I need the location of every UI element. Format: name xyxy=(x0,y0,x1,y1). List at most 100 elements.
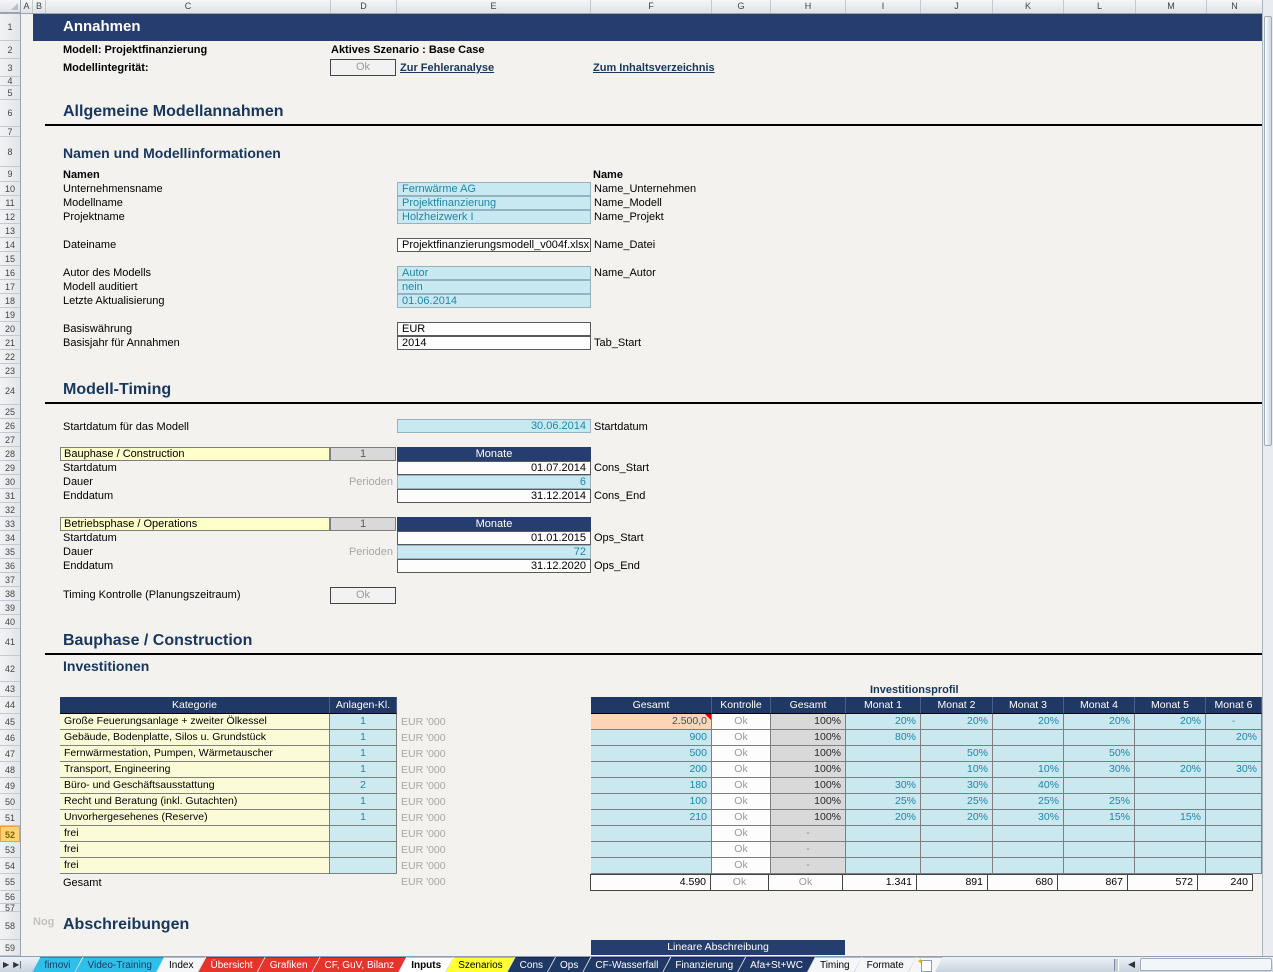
column-header-N[interactable]: N xyxy=(1207,0,1263,13)
row-header-5[interactable]: 5 xyxy=(0,86,20,100)
sheet-tab-cf-guv-bilanz[interactable]: CF, GuV, Bilanz xyxy=(313,957,407,972)
kategorie-cell[interactable]: Gebäude, Bodenplatte, Silos u. Grundstüc… xyxy=(60,730,330,746)
sheet-tab-index[interactable]: Index xyxy=(157,957,205,972)
row-header-55[interactable]: 55 xyxy=(0,874,20,891)
monat-cell[interactable] xyxy=(1206,746,1262,762)
row-header-39[interactable]: 39 xyxy=(0,601,20,615)
kategorie-cell[interactable]: Büro- und Geschäftsausstattung xyxy=(60,778,330,794)
monat-cell[interactable] xyxy=(1135,730,1206,746)
column-header-B[interactable]: B xyxy=(33,0,46,13)
monat-cell[interactable] xyxy=(846,762,921,778)
monat-cell[interactable] xyxy=(1206,826,1262,842)
column-header-A[interactable]: A xyxy=(21,0,33,13)
sheet-tab-formate[interactable]: Formate xyxy=(855,957,916,972)
row-header-32[interactable]: 32 xyxy=(0,503,20,517)
sheet-tab-grafiken[interactable]: Grafiken xyxy=(258,957,320,972)
anlagen-klasse-cell[interactable]: 1 xyxy=(330,730,397,746)
row-header-43[interactable]: 43 xyxy=(0,682,20,697)
sheet-tab-ops[interactable]: Ops xyxy=(548,957,590,972)
monat-cell[interactable] xyxy=(1064,826,1135,842)
column-header-G[interactable]: G xyxy=(712,0,771,13)
row-header-12[interactable]: 12 xyxy=(0,210,20,224)
field-value-input[interactable]: nein xyxy=(397,280,591,294)
monat-cell[interactable] xyxy=(1135,794,1206,810)
sheet-tab-übersicht[interactable]: Übersicht xyxy=(198,957,264,972)
monat-cell[interactable]: 50% xyxy=(1064,746,1135,762)
monat-cell[interactable]: 50% xyxy=(921,746,993,762)
anlagen-klasse-cell[interactable] xyxy=(330,858,397,874)
sheet-tab-timing[interactable]: Timing xyxy=(808,957,862,972)
row-header-27[interactable]: 27 xyxy=(0,433,20,447)
monat-cell[interactable] xyxy=(1064,842,1135,858)
column-header-E[interactable]: E xyxy=(397,0,591,13)
column-header-H[interactable]: H xyxy=(771,0,846,13)
monat-cell[interactable]: 25% xyxy=(993,794,1064,810)
monat-cell[interactable] xyxy=(1135,778,1206,794)
row-header-35[interactable]: 35 xyxy=(0,545,20,559)
monat-cell[interactable] xyxy=(846,858,921,874)
sheet-tab-fimovi[interactable]: fimovi xyxy=(32,957,82,972)
row-header-41[interactable]: 41 xyxy=(0,629,20,656)
anlagen-klasse-cell[interactable]: 1 xyxy=(330,762,397,778)
timing-value-input[interactable]: 31.12.2020 xyxy=(397,559,591,573)
monat-cell[interactable]: 20% xyxy=(921,810,993,826)
vertical-scrollbar[interactable] xyxy=(1262,0,1273,956)
monat-cell[interactable]: 30% xyxy=(846,778,921,794)
row-header-37[interactable]: 37 xyxy=(0,573,20,587)
row-header-42[interactable]: 42 xyxy=(0,656,20,682)
anlagen-klasse-cell[interactable] xyxy=(330,842,397,858)
column-header-F[interactable]: F xyxy=(591,0,712,13)
row-header-48[interactable]: 48 xyxy=(0,762,20,778)
monat-cell[interactable] xyxy=(846,826,921,842)
row-header-50[interactable]: 50 xyxy=(0,794,20,810)
monat-cell[interactable] xyxy=(846,746,921,762)
gesamt-cell[interactable]: 500 xyxy=(591,746,712,762)
field-value-input[interactable]: Projektfinanzierung xyxy=(397,196,591,210)
row-number-gutter[interactable]: 1234567891011121314151617181920212223242… xyxy=(0,14,21,956)
monat-cell[interactable] xyxy=(921,858,993,874)
row-header-20[interactable]: 20 xyxy=(0,322,20,336)
monat-cell[interactable] xyxy=(993,730,1064,746)
monat-cell[interactable]: 20% xyxy=(846,810,921,826)
sheet-nav-right-icon[interactable]: ▶ xyxy=(3,958,9,972)
row-header-16[interactable]: 16 xyxy=(0,266,20,280)
error-analysis-link[interactable]: Zur Fehleranalyse xyxy=(400,62,494,74)
row-header-40[interactable]: 40 xyxy=(0,615,20,629)
gesamt-cell[interactable]: 900 xyxy=(591,730,712,746)
gesamt-cell[interactable] xyxy=(591,826,712,842)
row-header-17[interactable]: 17 xyxy=(0,280,20,294)
gesamt-cell[interactable]: 100 xyxy=(591,794,712,810)
row-header-34[interactable]: 34 xyxy=(0,531,20,545)
monat-cell[interactable]: 15% xyxy=(1064,810,1135,826)
sheet-tab-finanzierung[interactable]: Finanzierung xyxy=(663,957,745,972)
monat-cell[interactable]: 40% xyxy=(993,778,1064,794)
column-header-D[interactable]: D xyxy=(331,0,397,13)
field-value-input[interactable]: 2014 xyxy=(397,336,591,350)
row-header-45[interactable]: 45 xyxy=(0,714,20,730)
row-header-28[interactable]: 28 xyxy=(0,447,20,461)
timing-value-input[interactable]: 6 xyxy=(397,475,591,489)
monat-cell[interactable] xyxy=(1206,778,1262,794)
row-header-6[interactable]: 6 xyxy=(0,100,20,127)
monat-cell[interactable] xyxy=(921,842,993,858)
monat-cell[interactable] xyxy=(993,826,1064,842)
kategorie-cell[interactable]: frei xyxy=(60,842,330,858)
monat-cell[interactable] xyxy=(921,730,993,746)
timing-value-input[interactable]: 72 xyxy=(397,545,591,559)
field-value-input[interactable]: 01.06.2014 xyxy=(397,294,591,308)
monat-cell[interactable]: 25% xyxy=(1064,794,1135,810)
monat-cell[interactable] xyxy=(1135,826,1206,842)
column-header-I[interactable]: I xyxy=(846,0,921,13)
anlagen-klasse-cell[interactable]: 1 xyxy=(330,794,397,810)
monat-cell[interactable]: 30% xyxy=(1206,762,1262,778)
row-header-9[interactable]: 9 xyxy=(0,167,20,182)
monat-cell[interactable]: 20% xyxy=(1135,762,1206,778)
monat-cell[interactable]: 20% xyxy=(921,714,993,730)
kategorie-cell[interactable]: Recht und Beratung (inkl. Gutachten) xyxy=(60,794,330,810)
sheet-tab-afa+st+wc[interactable]: Afa+St+WC xyxy=(738,957,815,972)
row-header-19[interactable]: 19 xyxy=(0,308,20,322)
row-header-47[interactable]: 47 xyxy=(0,746,20,762)
horizontal-scrollbar-track[interactable] xyxy=(1140,958,1272,971)
row-header-23[interactable]: 23 xyxy=(0,364,20,378)
row-header-49[interactable]: 49 xyxy=(0,778,20,794)
